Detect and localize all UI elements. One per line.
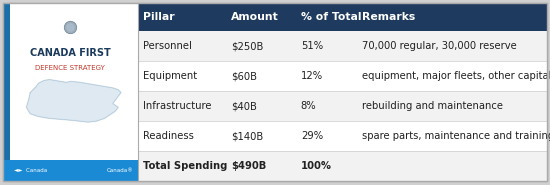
Bar: [138, 121, 547, 151]
Text: Pillar: Pillar: [143, 12, 175, 22]
Text: ◄►  Canada: ◄► Canada: [14, 168, 47, 173]
Text: Total Spending: Total Spending: [143, 161, 227, 171]
Text: % of Total: % of Total: [301, 12, 361, 22]
Text: Readiness: Readiness: [143, 131, 194, 141]
Text: $140B: $140B: [231, 131, 263, 141]
Text: 12%: 12%: [301, 71, 323, 81]
Bar: [138, 151, 547, 181]
Bar: [3, 3, 138, 181]
Text: equipment, major fleets, other capital: equipment, major fleets, other capital: [362, 71, 550, 81]
Bar: [138, 61, 547, 91]
Text: 70,000 regular, 30,000 reserve: 70,000 regular, 30,000 reserve: [362, 41, 517, 51]
Text: $60B: $60B: [231, 71, 257, 81]
Text: Personnel: Personnel: [143, 41, 192, 51]
Text: 8%: 8%: [301, 101, 316, 111]
Bar: [138, 3, 547, 31]
Polygon shape: [26, 80, 121, 122]
Text: Remarks: Remarks: [362, 12, 415, 22]
Bar: [3, 160, 138, 181]
Text: $40B: $40B: [231, 101, 257, 111]
Text: CANADA FIRST: CANADA FIRST: [30, 48, 111, 58]
Bar: [138, 31, 547, 61]
Text: Canada®: Canada®: [106, 168, 133, 173]
Text: rebuilding and maintenance: rebuilding and maintenance: [362, 101, 503, 111]
Text: spare parts, maintenance and training: spare parts, maintenance and training: [362, 131, 550, 141]
Text: $250B: $250B: [231, 41, 263, 51]
Text: $490B: $490B: [231, 161, 266, 171]
Text: Equipment: Equipment: [143, 71, 197, 81]
Bar: [3, 3, 10, 181]
Text: 29%: 29%: [301, 131, 323, 141]
Text: Infrastructure: Infrastructure: [143, 101, 212, 111]
Text: 51%: 51%: [301, 41, 323, 51]
Bar: [138, 91, 547, 121]
Text: 100%: 100%: [301, 161, 332, 171]
Text: DEFENCE STRATEGY: DEFENCE STRATEGY: [35, 65, 105, 70]
Text: Amount: Amount: [231, 12, 279, 22]
